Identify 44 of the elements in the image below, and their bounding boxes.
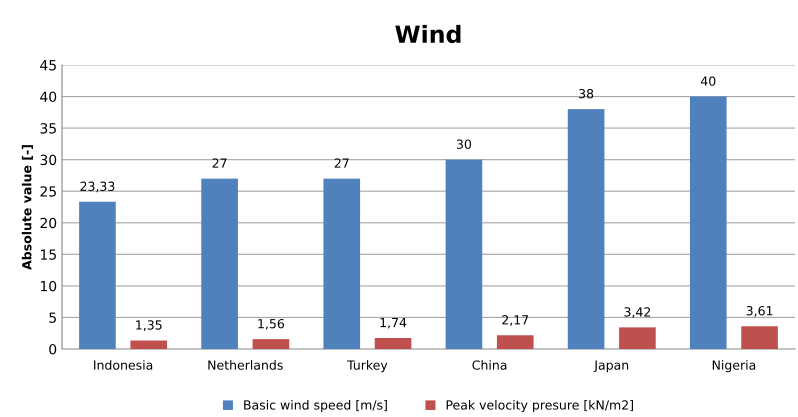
bar — [496, 335, 534, 349]
bar — [619, 327, 656, 349]
bar — [79, 202, 116, 349]
data-label: 27 — [212, 158, 226, 168]
data-label: 40 — [700, 76, 716, 86]
data-label: 1,74 — [380, 318, 406, 329]
x-tick-label: Japan — [594, 360, 628, 372]
bar — [690, 96, 727, 349]
y-tick-label: 25 — [40, 186, 56, 197]
data-label: 1,56 — [258, 318, 284, 330]
data-label: 23,33 — [80, 182, 114, 192]
chart-title: Wind — [395, 24, 460, 44]
bar — [568, 109, 604, 349]
x-tick-label: Turkey — [347, 360, 388, 372]
bar — [130, 340, 168, 349]
y-tick-label: 40 — [40, 92, 56, 102]
data-label: 2,17 — [502, 315, 528, 326]
bar — [741, 326, 778, 349]
data-label: 3,42 — [624, 307, 650, 318]
bar — [323, 178, 360, 349]
bar — [201, 178, 238, 349]
x-tick-label: Indonesia — [94, 360, 152, 370]
y-tick-label: 10 — [40, 280, 56, 292]
x-tick-label: Nigeria — [712, 360, 756, 372]
bar — [374, 338, 412, 349]
legend-label: Peak velocity presure [kN/m2] — [446, 400, 633, 412]
x-tick-label: China — [472, 360, 506, 370]
data-label: 30 — [456, 139, 472, 149]
y-tick-label: 45 — [40, 60, 56, 70]
y-tick-label: 15 — [40, 249, 56, 260]
data-label: 38 — [579, 88, 594, 98]
y-axis-title: Absolute value [-] — [22, 145, 33, 270]
data-label: 27 — [334, 158, 349, 168]
bar — [252, 339, 290, 349]
bar — [446, 160, 482, 349]
data-label: 3,61 — [746, 306, 772, 317]
y-tick-label: 30 — [40, 154, 56, 166]
data-label: 1,35 — [136, 320, 162, 331]
y-tick-label: 0 — [49, 344, 56, 354]
y-tick-label: 35 — [40, 123, 56, 134]
x-tick-label: Netherlands — [208, 360, 283, 370]
y-tick-label: 20 — [40, 218, 56, 228]
legend-label: Basic wind speed [m/s] — [244, 400, 387, 412]
y-tick-label: 5 — [49, 312, 56, 323]
